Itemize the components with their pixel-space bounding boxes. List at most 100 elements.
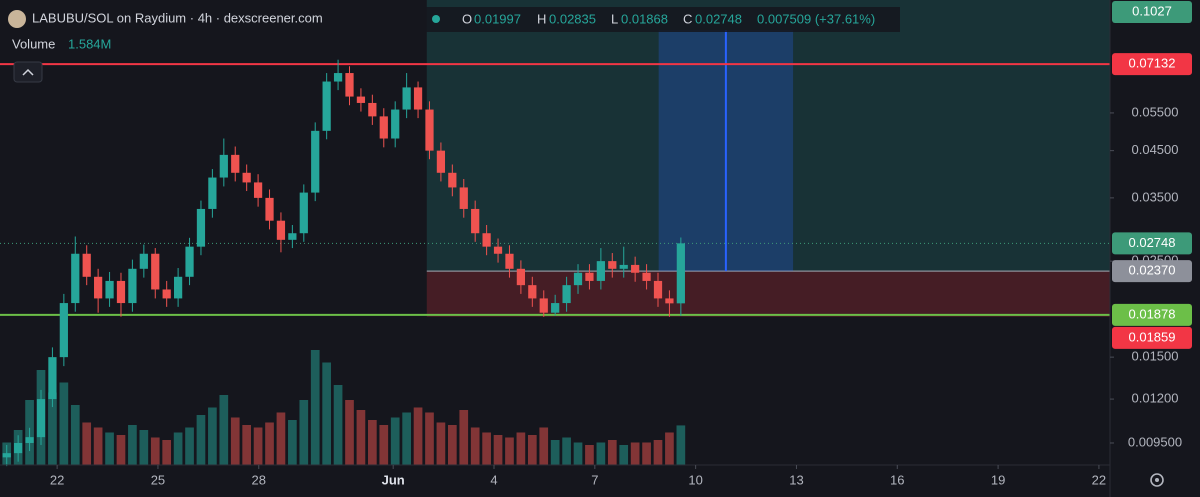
candle-body	[219, 154, 228, 178]
candle-body	[105, 280, 114, 299]
price-label: 0.02748	[1129, 235, 1176, 250]
volume-bar	[676, 425, 686, 465]
candle-body	[299, 192, 308, 234]
volume-bar	[527, 435, 537, 465]
ohlc-value: 0.02748	[695, 11, 742, 26]
volume-bar	[105, 432, 114, 465]
candle-body	[425, 109, 434, 151]
candle-body	[516, 268, 526, 286]
ohlc-key: H	[537, 11, 546, 26]
volume-value: 1.584M	[68, 36, 111, 51]
candle-body	[368, 102, 377, 117]
volume-bar	[550, 440, 560, 465]
token-icon	[8, 10, 26, 28]
ohlc-key: C	[683, 11, 692, 26]
volume-bar	[665, 432, 674, 465]
volume-bar	[390, 417, 400, 465]
volume-bar	[173, 432, 183, 465]
volume-bar	[116, 435, 126, 465]
settings-icon	[1150, 473, 1164, 487]
header: LABUBU/SOL on Raydium · 4h · dexscreener…	[8, 7, 900, 83]
volume-bar	[562, 437, 571, 465]
x-tick-label: 22	[1092, 472, 1106, 487]
candle-body	[333, 73, 343, 82]
candle-body	[231, 154, 240, 173]
candle-body	[242, 172, 251, 183]
volume-bar	[539, 427, 549, 465]
price-label: 0.02370	[1129, 263, 1176, 278]
candle-body	[619, 264, 628, 269]
volume-bar	[139, 430, 149, 465]
candle-body	[14, 442, 23, 454]
candle-body	[356, 96, 366, 103]
candle-body	[25, 437, 34, 443]
volume-bar	[642, 442, 651, 465]
volume-bar	[345, 400, 354, 465]
volume-bar	[288, 420, 297, 465]
volume-bar	[447, 425, 457, 465]
volume-bar	[242, 425, 252, 465]
candle-body	[116, 280, 126, 304]
volume-bar	[48, 392, 57, 465]
candle-body	[596, 261, 605, 281]
chart-title: LABUBU/SOL on Raydium · 4h · dexscreener…	[32, 10, 323, 25]
price-label-box	[1112, 326, 1192, 349]
ohlc-value: 0.02835	[549, 11, 596, 26]
candle-body	[59, 303, 68, 358]
volume-bar	[265, 422, 274, 465]
settings-button[interactable]	[1150, 473, 1164, 487]
candle-body	[345, 73, 354, 97]
volume-bar	[356, 410, 366, 465]
volume-bar	[322, 362, 331, 465]
collapse-button[interactable]	[13, 61, 43, 83]
volume-bar	[630, 442, 640, 465]
position-profit-zone	[426, 0, 1110, 272]
volume-bar	[413, 407, 423, 465]
candle-body	[322, 81, 331, 131]
candle-body	[551, 303, 560, 313]
price-label-box	[1112, 232, 1192, 255]
volume-bar	[653, 440, 663, 465]
ohlc-key: L	[611, 11, 618, 26]
candle-body	[139, 253, 148, 269]
x-tick-label: 16	[890, 472, 904, 487]
ohlc-value: 0.01997	[474, 11, 521, 26]
candle-body	[505, 253, 514, 269]
candle-body	[265, 197, 274, 221]
volume-bar	[299, 400, 309, 465]
volume-bar	[219, 395, 229, 465]
candle-body	[128, 268, 137, 304]
volume-bar	[379, 425, 389, 465]
candle-body	[391, 109, 400, 139]
candle-body	[585, 272, 594, 281]
y-tick-label: 0.05500	[1132, 104, 1179, 119]
collapse-icon	[22, 68, 34, 76]
x-tick-label: 19	[991, 472, 1005, 487]
y-tick-label: 0.009500	[1128, 434, 1182, 449]
candle-body	[36, 399, 46, 438]
y-tick-label: 0.01500	[1132, 349, 1179, 364]
ohlc-value: 0.01868	[621, 11, 668, 26]
candle-body	[2, 453, 11, 458]
ohlc-key: O	[462, 11, 472, 26]
x-tick-label: 13	[789, 472, 803, 487]
volume-bar	[230, 417, 240, 465]
candle-body	[253, 182, 263, 198]
candle-body	[482, 233, 491, 247]
volume-bar	[93, 427, 103, 465]
volume-bar	[196, 415, 206, 465]
volume-bar	[596, 442, 606, 465]
candle-body	[173, 276, 183, 299]
price-label: 0.01859	[1129, 329, 1176, 344]
volume-bar	[425, 412, 434, 465]
volume-title: Volume	[12, 36, 55, 51]
volume-bar	[402, 412, 411, 465]
volume-bar	[505, 437, 514, 465]
candle-body	[642, 272, 651, 281]
volume-bar	[253, 427, 263, 465]
y-tick-label: 0.01200	[1132, 391, 1179, 406]
price-label: 0.1027	[1132, 3, 1172, 18]
volume-bar	[607, 440, 617, 465]
